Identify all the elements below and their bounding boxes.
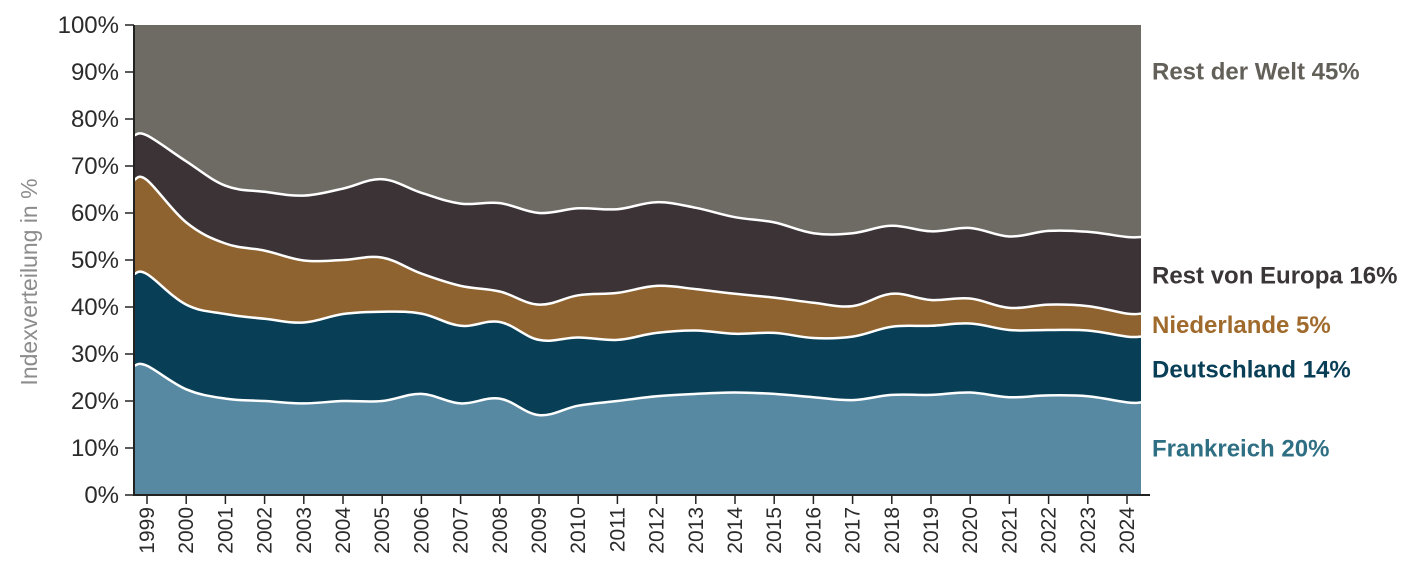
x-tick-label: 2010 — [567, 507, 590, 554]
series-label-niederlande: Niederlande 5% — [1152, 312, 1331, 339]
y-tick-label: 80% — [71, 106, 119, 133]
x-tick-label: 2017 — [842, 507, 865, 554]
x-tick-label: 2000 — [175, 507, 198, 554]
area-layer — [133, 25, 1142, 495]
series-label-deutschland: Deutschland 14% — [1152, 357, 1351, 384]
x-tick-label: 2002 — [254, 507, 277, 554]
x-tick-label: 2018 — [881, 507, 904, 554]
x-tick-label: 2019 — [920, 507, 943, 554]
x-tick-label: 2004 — [332, 507, 355, 554]
x-tick-label: 2014 — [724, 507, 747, 554]
x-tick-label: 2022 — [1038, 507, 1061, 554]
boundary-line-deutschland — [133, 270, 1142, 342]
y-tick-label: 70% — [71, 153, 119, 180]
series-label-rest-von-europa: Rest von Europa 16% — [1152, 262, 1397, 289]
y-axis-title: Indexverteilung in % — [16, 178, 42, 385]
x-tick-label: 1999 — [136, 507, 159, 554]
y-tick-label: 30% — [71, 341, 119, 368]
boundary-line-rest-von-europa — [133, 132, 1142, 239]
boundary-line-niederlande — [133, 175, 1142, 316]
axes-layer: 0% 10% 20% 30% 40% 50% 60% 70% 80% 90% 100% 1999 200… — [58, 12, 1150, 554]
y-tick-label: 10% — [71, 435, 119, 462]
x-tick-label: 2009 — [528, 507, 551, 554]
x-tick-label: 2020 — [959, 507, 982, 554]
series-label-rest-der-welt: Rest der Welt 45% — [1152, 59, 1360, 86]
series-label-layer: Frankreich 20% Deutschland 14% Niederlande… — [1152, 59, 1397, 463]
x-tick-label: 2005 — [371, 507, 394, 554]
x-tick-label: 2012 — [646, 507, 669, 554]
area-frankreich — [134, 363, 1141, 495]
x-tick-label: 2024 — [1116, 507, 1139, 554]
x-tick-label: 2016 — [802, 507, 825, 554]
x-tick-label: 2021 — [998, 507, 1021, 554]
series-label-frankreich: Frankreich 20% — [1152, 436, 1329, 463]
boundary-line-frankreich — [133, 362, 1142, 417]
x-tick-label: 2003 — [293, 507, 316, 554]
y-tick-label: 60% — [71, 200, 119, 227]
y-tick-label: 40% — [71, 294, 119, 321]
y-tick-label: 50% — [71, 247, 119, 274]
x-tick-label: 2011 — [606, 507, 629, 552]
x-tick-label: 2015 — [763, 507, 786, 554]
x-tick-label: 2013 — [685, 507, 708, 554]
x-tick-label: 2007 — [450, 507, 473, 554]
x-tick-label: 2008 — [489, 507, 512, 554]
y-tick-label: 100% — [58, 12, 119, 39]
x-tick-label: 2001 — [214, 507, 237, 554]
x-tick-label: 2006 — [410, 507, 433, 554]
y-tick-label: 20% — [71, 388, 119, 415]
y-tick-label: 90% — [71, 59, 119, 86]
x-tick-label: 2023 — [1077, 507, 1100, 554]
y-tick-label: 0% — [84, 482, 119, 509]
